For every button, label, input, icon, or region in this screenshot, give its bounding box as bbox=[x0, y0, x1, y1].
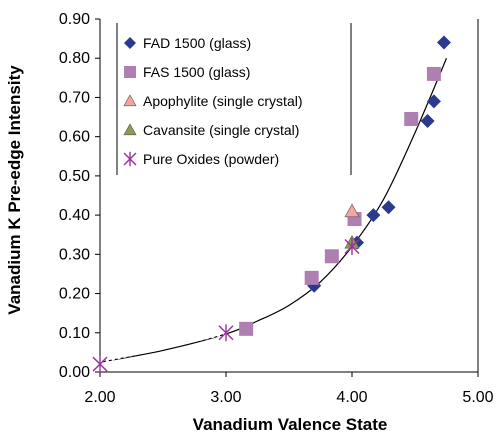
data-point bbox=[344, 203, 360, 218]
data-point bbox=[344, 238, 360, 255]
data-point bbox=[404, 112, 419, 127]
data-point bbox=[381, 200, 396, 215]
y-tick-label: 0.50 bbox=[59, 168, 90, 185]
fit-curve-dash-overlay bbox=[99, 332, 227, 364]
y-tick-label: 0.90 bbox=[59, 11, 90, 28]
x-tick-label: 5.00 bbox=[462, 389, 493, 406]
x-tick-label: 3.00 bbox=[210, 389, 241, 406]
data-point bbox=[324, 249, 339, 264]
x-tick-label: 4.00 bbox=[336, 389, 367, 406]
y-tick-label: 0.20 bbox=[59, 286, 90, 303]
data-point bbox=[420, 113, 435, 128]
data-point bbox=[366, 208, 381, 223]
data-point bbox=[426, 94, 441, 109]
x-tick-label: 2.00 bbox=[84, 389, 115, 406]
y-tick-label: 0.70 bbox=[59, 89, 90, 106]
legend-label: Apophylite (single crystal) bbox=[143, 93, 303, 109]
y-tick-label: 0.80 bbox=[59, 50, 90, 67]
legend-label: FAS 1500 (glass) bbox=[143, 64, 250, 80]
legend-label: Cavansite (single crystal) bbox=[143, 122, 299, 138]
y-tick-label: 0.00 bbox=[59, 364, 90, 381]
legend-marker bbox=[123, 123, 137, 136]
data-point bbox=[436, 35, 451, 50]
y-tick-label: 0.30 bbox=[59, 246, 90, 263]
legend-label: FAD 1500 (glass) bbox=[143, 35, 251, 51]
y-tick-label: 0.40 bbox=[59, 207, 90, 224]
y-axis-title: Vanadium K Pre-edge Intensity bbox=[5, 65, 24, 315]
data-point bbox=[92, 355, 108, 373]
data-point bbox=[304, 270, 319, 285]
legend-marker bbox=[124, 37, 136, 49]
legend-marker bbox=[123, 151, 137, 167]
legend-marker bbox=[123, 94, 137, 107]
x-axis-title: Vanadium Valence State bbox=[193, 415, 388, 434]
y-tick-label: 0.60 bbox=[59, 129, 90, 146]
data-point bbox=[426, 66, 441, 81]
legend-marker bbox=[124, 66, 136, 78]
data-point bbox=[218, 324, 234, 342]
y-tick-label: 0.10 bbox=[59, 325, 90, 342]
fit-curve bbox=[99, 57, 448, 363]
legend-label: Pure Oxides (powder) bbox=[143, 151, 279, 167]
data-point bbox=[239, 321, 254, 336]
